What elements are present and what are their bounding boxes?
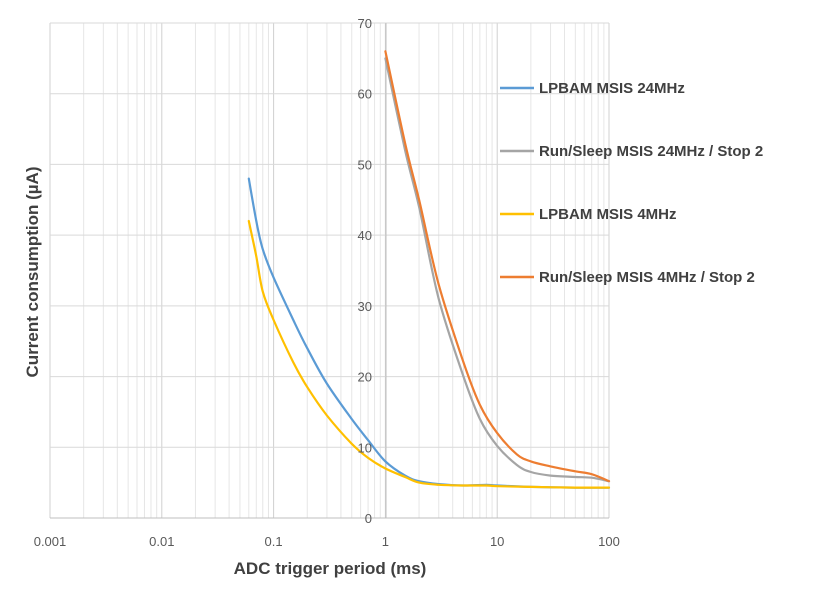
y-tick-label: 30 <box>358 299 372 314</box>
tick-labels: 0.001 0.01 0.1 1 10 100 0 10 20 30 40 50 60 70 <box>34 16 620 549</box>
x-tick-label: 0.1 <box>265 534 283 549</box>
x-axis-title: ADC trigger period (ms) <box>234 559 427 578</box>
y-tick-label: 70 <box>358 16 372 31</box>
axes <box>50 23 609 519</box>
series-line-1 <box>247 177 611 489</box>
series-line-4 <box>384 50 611 483</box>
series-line-3 <box>247 219 611 489</box>
legend-label: LPBAM MSIS 4MHz <box>539 206 677 223</box>
series-lines <box>247 50 611 489</box>
grid <box>49 22 610 519</box>
y-tick-label: 40 <box>358 228 372 243</box>
series-line-2 <box>384 57 611 483</box>
x-tick-label: 0.001 <box>34 534 67 549</box>
legend-label: Run/Sleep MSIS 4MHz / Stop 2 <box>539 269 755 286</box>
legend: LPBAM MSIS 24MHz Run/Sleep MSIS 24MHz / S… <box>500 80 763 286</box>
y-axis-title: Current consumption (µA) <box>23 167 42 378</box>
y-tick-label: 50 <box>358 157 372 172</box>
legend-label: LPBAM MSIS 24MHz <box>539 80 685 97</box>
x-tick-label: 10 <box>490 534 504 549</box>
x-tick-label: 0.01 <box>149 534 174 549</box>
x-tick-label: 100 <box>598 534 620 549</box>
y-tick-label: 10 <box>358 440 372 455</box>
x-tick-label: 1 <box>382 534 389 549</box>
y-tick-label: 0 <box>365 511 372 526</box>
y-tick-label: 20 <box>358 370 372 385</box>
y-tick-label: 60 <box>358 87 372 102</box>
legend-label: Run/Sleep MSIS 24MHz / Stop 2 <box>539 143 763 160</box>
